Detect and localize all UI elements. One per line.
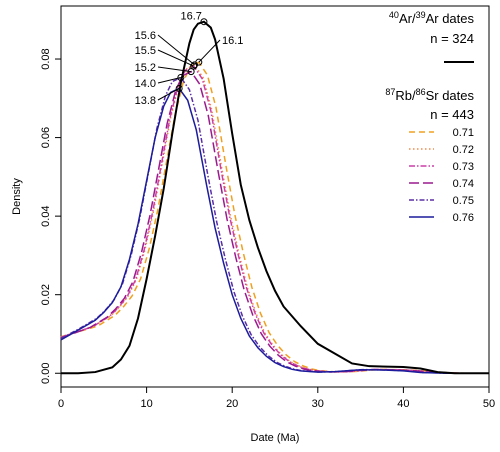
ar-legend-tail: Ar dates [426, 11, 475, 26]
ar-legend-mid: Ar/ [399, 11, 416, 26]
y-axis-title: Density [11, 178, 23, 215]
x-tick-label: 20 [226, 398, 238, 410]
peak-label: 13.8 [135, 95, 156, 107]
peak-leader [157, 88, 180, 101]
rb-legend-items: 0.71 0.72 0.73 0.74 0.75 0.76 [409, 127, 474, 224]
ar-legend-sup1: 40 [389, 10, 399, 20]
y-tick-label: 0.04 [40, 205, 52, 226]
peak-marker [190, 62, 198, 70]
peak-leader [198, 39, 221, 63]
rb-legend-tail: Sr dates [426, 88, 475, 103]
peak-leader [157, 77, 181, 84]
peak-label: 15.2 [135, 62, 156, 74]
rb-series-0-75 [60, 76, 489, 374]
peak-leader [157, 49, 194, 67]
rb-legend-sup1: 87 [385, 87, 395, 97]
x-tick-label: 50 [483, 398, 495, 410]
rb-legend-sup2: 86 [416, 87, 426, 97]
peak-marker [177, 73, 185, 81]
rb-legend-mid: Rb/ [395, 88, 416, 103]
x-axis-title: Date (Ma) [251, 432, 300, 444]
legend-label-0-73: 0.73 [453, 161, 474, 173]
y-tick-label: 0.00 [40, 363, 52, 384]
legend-label-0-71: 0.71 [453, 127, 474, 139]
ar-peak-label: 16.7 [181, 11, 202, 23]
peak-label: 16.1 [222, 35, 243, 47]
legend-label-0-74: 0.74 [453, 178, 474, 190]
axes: 0 10 20 30 40 50 0.00 0.02 0.04 0.06 0.08 Date (Ma)… [11, 5, 495, 444]
legend: 40Ar/39Ar dates n = 324 87Rb/86Sr dates … [385, 10, 474, 224]
peak-label: 15.5 [135, 45, 156, 57]
ar-legend-sup2: 39 [416, 10, 426, 20]
ar-legend-title: 40Ar/39Ar dates [389, 10, 475, 26]
x-tick-label: 30 [312, 398, 324, 410]
y-tick-label: 0.08 [40, 48, 52, 69]
rb-legend-title: 87Rb/86Sr dates [385, 87, 474, 103]
peak-label: 14.0 [135, 78, 156, 90]
rb-series-0-74 [60, 70, 489, 374]
x-tick-label: 0 [58, 398, 64, 410]
legend-label-0-75: 0.75 [453, 195, 474, 207]
ar-legend-n: n = 324 [430, 31, 474, 46]
x-tick-label: 10 [140, 398, 152, 410]
peak-marker [175, 84, 183, 92]
peak-label: 15.6 [135, 30, 156, 42]
plot-area [60, 20, 489, 375]
rb-series-0-72 [60, 63, 489, 374]
peak-leader [157, 66, 192, 73]
plot-frame [60, 5, 490, 388]
x-tick-label: 40 [397, 398, 409, 410]
legend-label-0-72: 0.72 [453, 144, 474, 156]
y-tick-label: 0.02 [40, 284, 52, 305]
rb-legend-n: n = 443 [430, 107, 474, 122]
legend-label-0-76: 0.76 [453, 212, 474, 224]
ar-peak-marker [200, 18, 208, 26]
ar-series-line [61, 20, 489, 375]
y-tick-label: 0.06 [40, 127, 52, 148]
rb-series-0-76 [60, 87, 489, 374]
rb-series-0-73 [60, 65, 489, 374]
peak-leader [157, 34, 195, 66]
peak-labels: 16.7 16.1 15.6 15.5 15.2 14.0 13.8 [135, 11, 244, 107]
